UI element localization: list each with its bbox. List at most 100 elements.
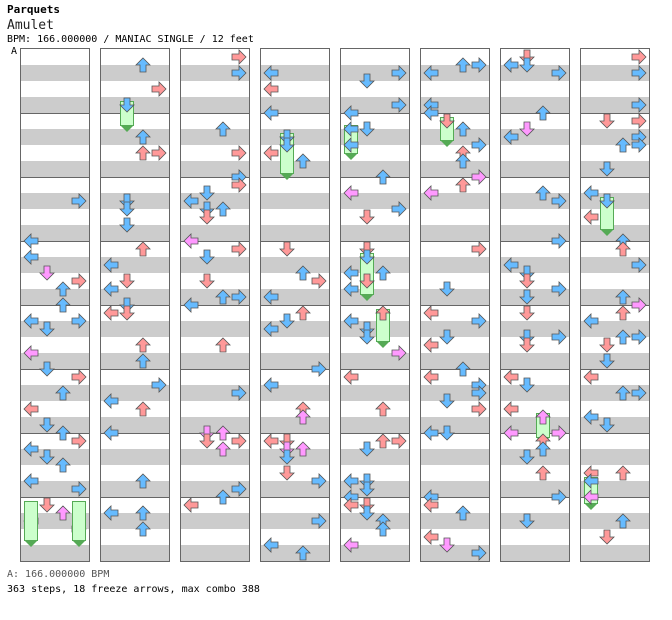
down-arrow-icon <box>39 321 55 337</box>
down-arrow-icon <box>439 281 455 297</box>
up-arrow-icon <box>535 185 551 201</box>
left-arrow-icon <box>583 185 599 201</box>
down-arrow-icon <box>359 209 375 225</box>
down-arrow-icon <box>359 441 375 457</box>
left-arrow-icon <box>503 257 519 273</box>
measure-line <box>341 177 409 178</box>
up-arrow-icon <box>295 545 311 561</box>
measure-line <box>341 497 409 498</box>
down-arrow-icon <box>199 273 215 289</box>
down-arrow-icon <box>279 441 295 457</box>
measure-line <box>181 305 249 306</box>
right-arrow-icon <box>551 425 567 441</box>
down-arrow-icon <box>199 185 215 201</box>
measure-line <box>581 369 649 370</box>
left-arrow-icon <box>263 105 279 121</box>
song-name: Amulet <box>7 18 54 33</box>
measure-line <box>181 177 249 178</box>
up-arrow-icon <box>295 441 311 457</box>
left-arrow-icon <box>23 233 39 249</box>
left-arrow-icon <box>423 497 439 513</box>
right-arrow-icon <box>631 113 647 129</box>
chart-column <box>420 48 490 562</box>
down-arrow-icon <box>199 201 215 217</box>
left-arrow-icon <box>263 321 279 337</box>
up-arrow-icon <box>535 441 551 457</box>
up-arrow-icon <box>55 505 71 521</box>
right-arrow-icon <box>231 481 247 497</box>
measure-line <box>581 241 649 242</box>
measure-line <box>101 305 169 306</box>
measure-line <box>501 433 569 434</box>
bpm-marker: A <box>11 46 18 57</box>
left-arrow-icon <box>263 145 279 161</box>
right-arrow-icon <box>391 65 407 81</box>
up-arrow-icon <box>615 241 631 257</box>
right-arrow-icon <box>631 329 647 345</box>
right-arrow-icon <box>231 241 247 257</box>
chart-column <box>580 48 650 562</box>
up-arrow-icon <box>55 457 71 473</box>
down-arrow-icon <box>279 129 295 145</box>
measure-line <box>101 433 169 434</box>
down-arrow-icon <box>599 161 615 177</box>
measure-line <box>21 305 89 306</box>
left-arrow-icon <box>183 193 199 209</box>
down-arrow-icon <box>599 529 615 545</box>
up-arrow-icon <box>615 513 631 529</box>
up-arrow-icon <box>135 241 151 257</box>
up-arrow-icon <box>615 289 631 305</box>
right-arrow-icon <box>471 545 487 561</box>
left-arrow-icon <box>423 337 439 353</box>
up-arrow-icon <box>615 465 631 481</box>
right-arrow-icon <box>471 137 487 153</box>
down-arrow-icon <box>359 241 375 257</box>
left-arrow-icon <box>263 377 279 393</box>
chart-column <box>500 48 570 562</box>
up-arrow-icon <box>455 57 471 73</box>
right-arrow-icon <box>471 313 487 329</box>
right-arrow-icon <box>551 233 567 249</box>
left-arrow-icon <box>103 281 119 297</box>
right-arrow-icon <box>231 65 247 81</box>
right-arrow-icon <box>631 257 647 273</box>
up-arrow-icon <box>295 153 311 169</box>
left-arrow-icon <box>423 105 439 121</box>
left-arrow-icon <box>503 369 519 385</box>
left-arrow-icon <box>23 313 39 329</box>
measure-line <box>501 113 569 114</box>
right-arrow-icon <box>71 273 87 289</box>
down-arrow-icon <box>519 449 535 465</box>
left-arrow-icon <box>423 185 439 201</box>
down-arrow-icon <box>519 273 535 289</box>
down-arrow-icon <box>119 193 135 209</box>
bpm-legend: A: 166.000000 BPM <box>7 569 110 580</box>
down-arrow-icon <box>359 249 375 265</box>
up-arrow-icon <box>215 441 231 457</box>
right-arrow-icon <box>551 329 567 345</box>
right-arrow-icon <box>71 433 87 449</box>
down-arrow-icon <box>39 497 55 513</box>
left-arrow-icon <box>343 369 359 385</box>
measure-line <box>181 433 249 434</box>
up-arrow-icon <box>135 473 151 489</box>
down-arrow-icon <box>119 273 135 289</box>
up-arrow-icon <box>615 385 631 401</box>
right-arrow-icon <box>631 65 647 81</box>
right-arrow-icon <box>231 433 247 449</box>
up-arrow-icon <box>535 105 551 121</box>
down-arrow-icon <box>199 249 215 265</box>
left-arrow-icon <box>503 57 519 73</box>
down-arrow-icon <box>519 305 535 321</box>
left-arrow-icon <box>583 369 599 385</box>
left-arrow-icon <box>103 505 119 521</box>
measure-line <box>101 497 169 498</box>
up-arrow-icon <box>375 521 391 537</box>
right-arrow-icon <box>631 385 647 401</box>
left-arrow-icon <box>23 249 39 265</box>
left-arrow-icon <box>423 425 439 441</box>
measure-line <box>21 177 89 178</box>
left-arrow-icon <box>343 265 359 281</box>
left-arrow-icon <box>343 105 359 121</box>
right-arrow-icon <box>631 137 647 153</box>
